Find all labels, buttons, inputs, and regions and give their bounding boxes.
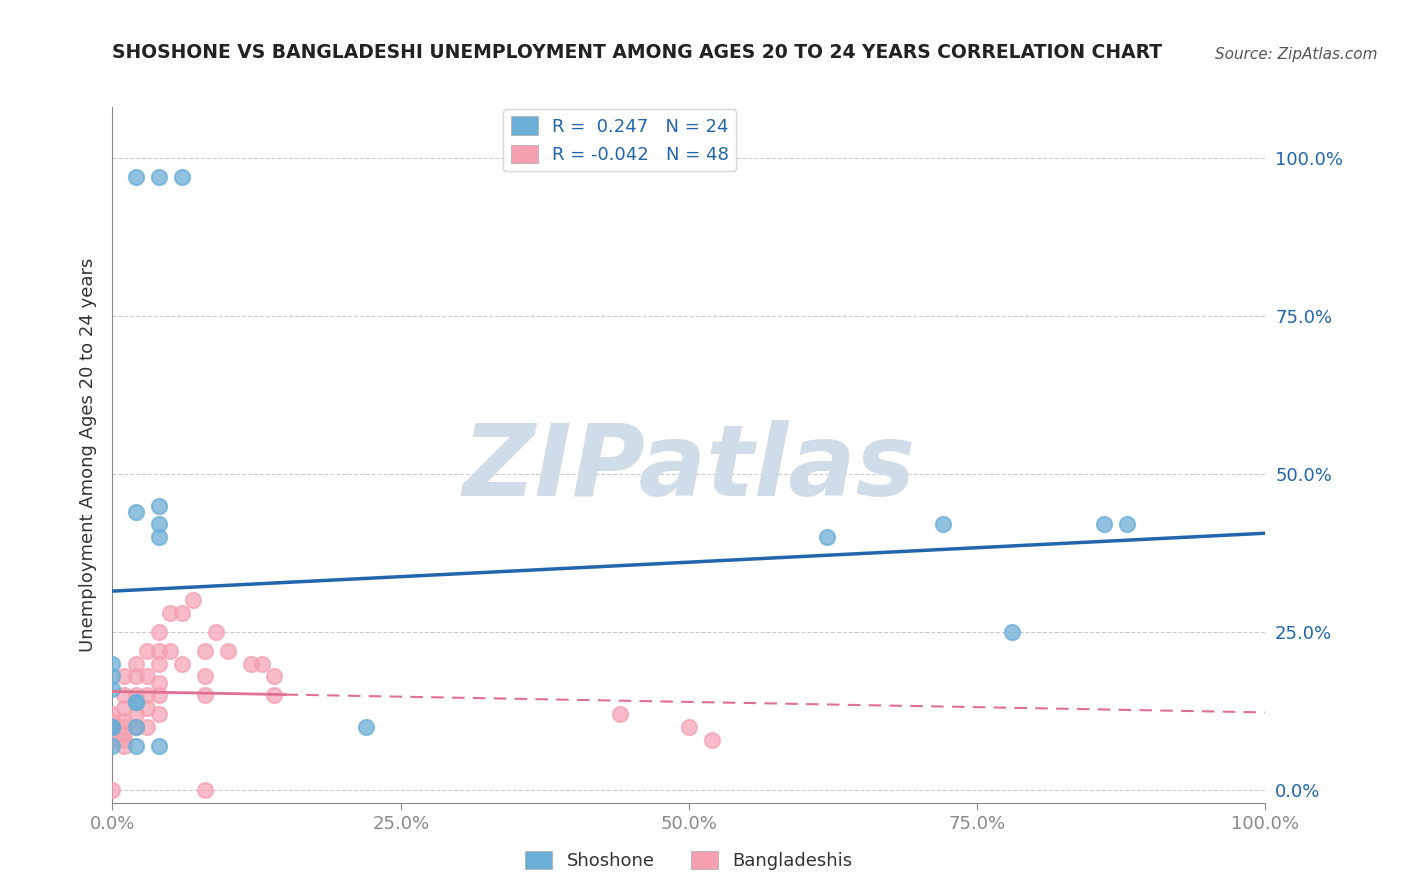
Point: [124, 695, 146, 709]
Point: [148, 625, 170, 640]
Point: [252, 657, 274, 671]
Point: [101, 720, 124, 734]
Point: [112, 701, 135, 715]
Point: [194, 644, 217, 658]
Point: [170, 169, 193, 184]
Point: [101, 726, 124, 740]
Point: [148, 675, 170, 690]
Point: [124, 505, 146, 519]
Point: [124, 707, 146, 722]
Point: [181, 593, 204, 607]
Point: [239, 657, 262, 671]
Point: [124, 720, 146, 734]
Point: [148, 499, 170, 513]
Point: [136, 669, 159, 683]
Point: [112, 669, 135, 683]
Point: [136, 688, 159, 702]
Point: [136, 701, 159, 715]
Point: [354, 720, 377, 734]
Point: [124, 688, 146, 702]
Point: [148, 657, 170, 671]
Point: [159, 606, 181, 620]
Point: [678, 720, 700, 734]
Point: [170, 606, 193, 620]
Point: [124, 695, 146, 709]
Point: [112, 714, 135, 728]
Point: [101, 707, 124, 722]
Point: [101, 739, 124, 753]
Text: Source: ZipAtlas.com: Source: ZipAtlas.com: [1215, 47, 1378, 62]
Point: [112, 739, 135, 753]
Point: [148, 688, 170, 702]
Point: [1092, 517, 1115, 532]
Point: [101, 669, 124, 683]
Point: [101, 657, 124, 671]
Point: [205, 625, 228, 640]
Point: [124, 720, 146, 734]
Text: SHOSHONE VS BANGLADESHI UNEMPLOYMENT AMONG AGES 20 TO 24 YEARS CORRELATION CHART: SHOSHONE VS BANGLADESHI UNEMPLOYMENT AMO…: [112, 44, 1163, 62]
Point: [263, 669, 285, 683]
Point: [112, 688, 135, 702]
Point: [148, 707, 170, 722]
Point: [101, 720, 124, 734]
Point: [136, 720, 159, 734]
Point: [101, 720, 124, 734]
Point: [609, 707, 631, 722]
Point: [112, 720, 135, 734]
Point: [148, 739, 170, 753]
Point: [148, 530, 170, 544]
Point: [112, 726, 135, 740]
Point: [101, 732, 124, 747]
Point: [148, 169, 170, 184]
Text: ZIPatlas: ZIPatlas: [463, 420, 915, 517]
Point: [700, 732, 723, 747]
Point: [112, 732, 135, 747]
Point: [124, 169, 146, 184]
Point: [931, 517, 953, 532]
Point: [148, 517, 170, 532]
Point: [194, 783, 217, 797]
Point: [170, 657, 193, 671]
Point: [124, 739, 146, 753]
Point: [148, 644, 170, 658]
Point: [263, 688, 285, 702]
Point: [101, 714, 124, 728]
Point: [101, 783, 124, 797]
Point: [815, 530, 838, 544]
Point: [136, 644, 159, 658]
Point: [194, 688, 217, 702]
Legend: Shoshone, Bangladeshis: Shoshone, Bangladeshis: [517, 844, 860, 877]
Point: [124, 657, 146, 671]
Point: [1116, 517, 1139, 532]
Point: [101, 681, 124, 696]
Y-axis label: Unemployment Among Ages 20 to 24 years: Unemployment Among Ages 20 to 24 years: [79, 258, 97, 652]
Point: [159, 644, 181, 658]
Point: [217, 644, 239, 658]
Point: [1001, 625, 1024, 640]
Point: [124, 669, 146, 683]
Point: [194, 669, 217, 683]
